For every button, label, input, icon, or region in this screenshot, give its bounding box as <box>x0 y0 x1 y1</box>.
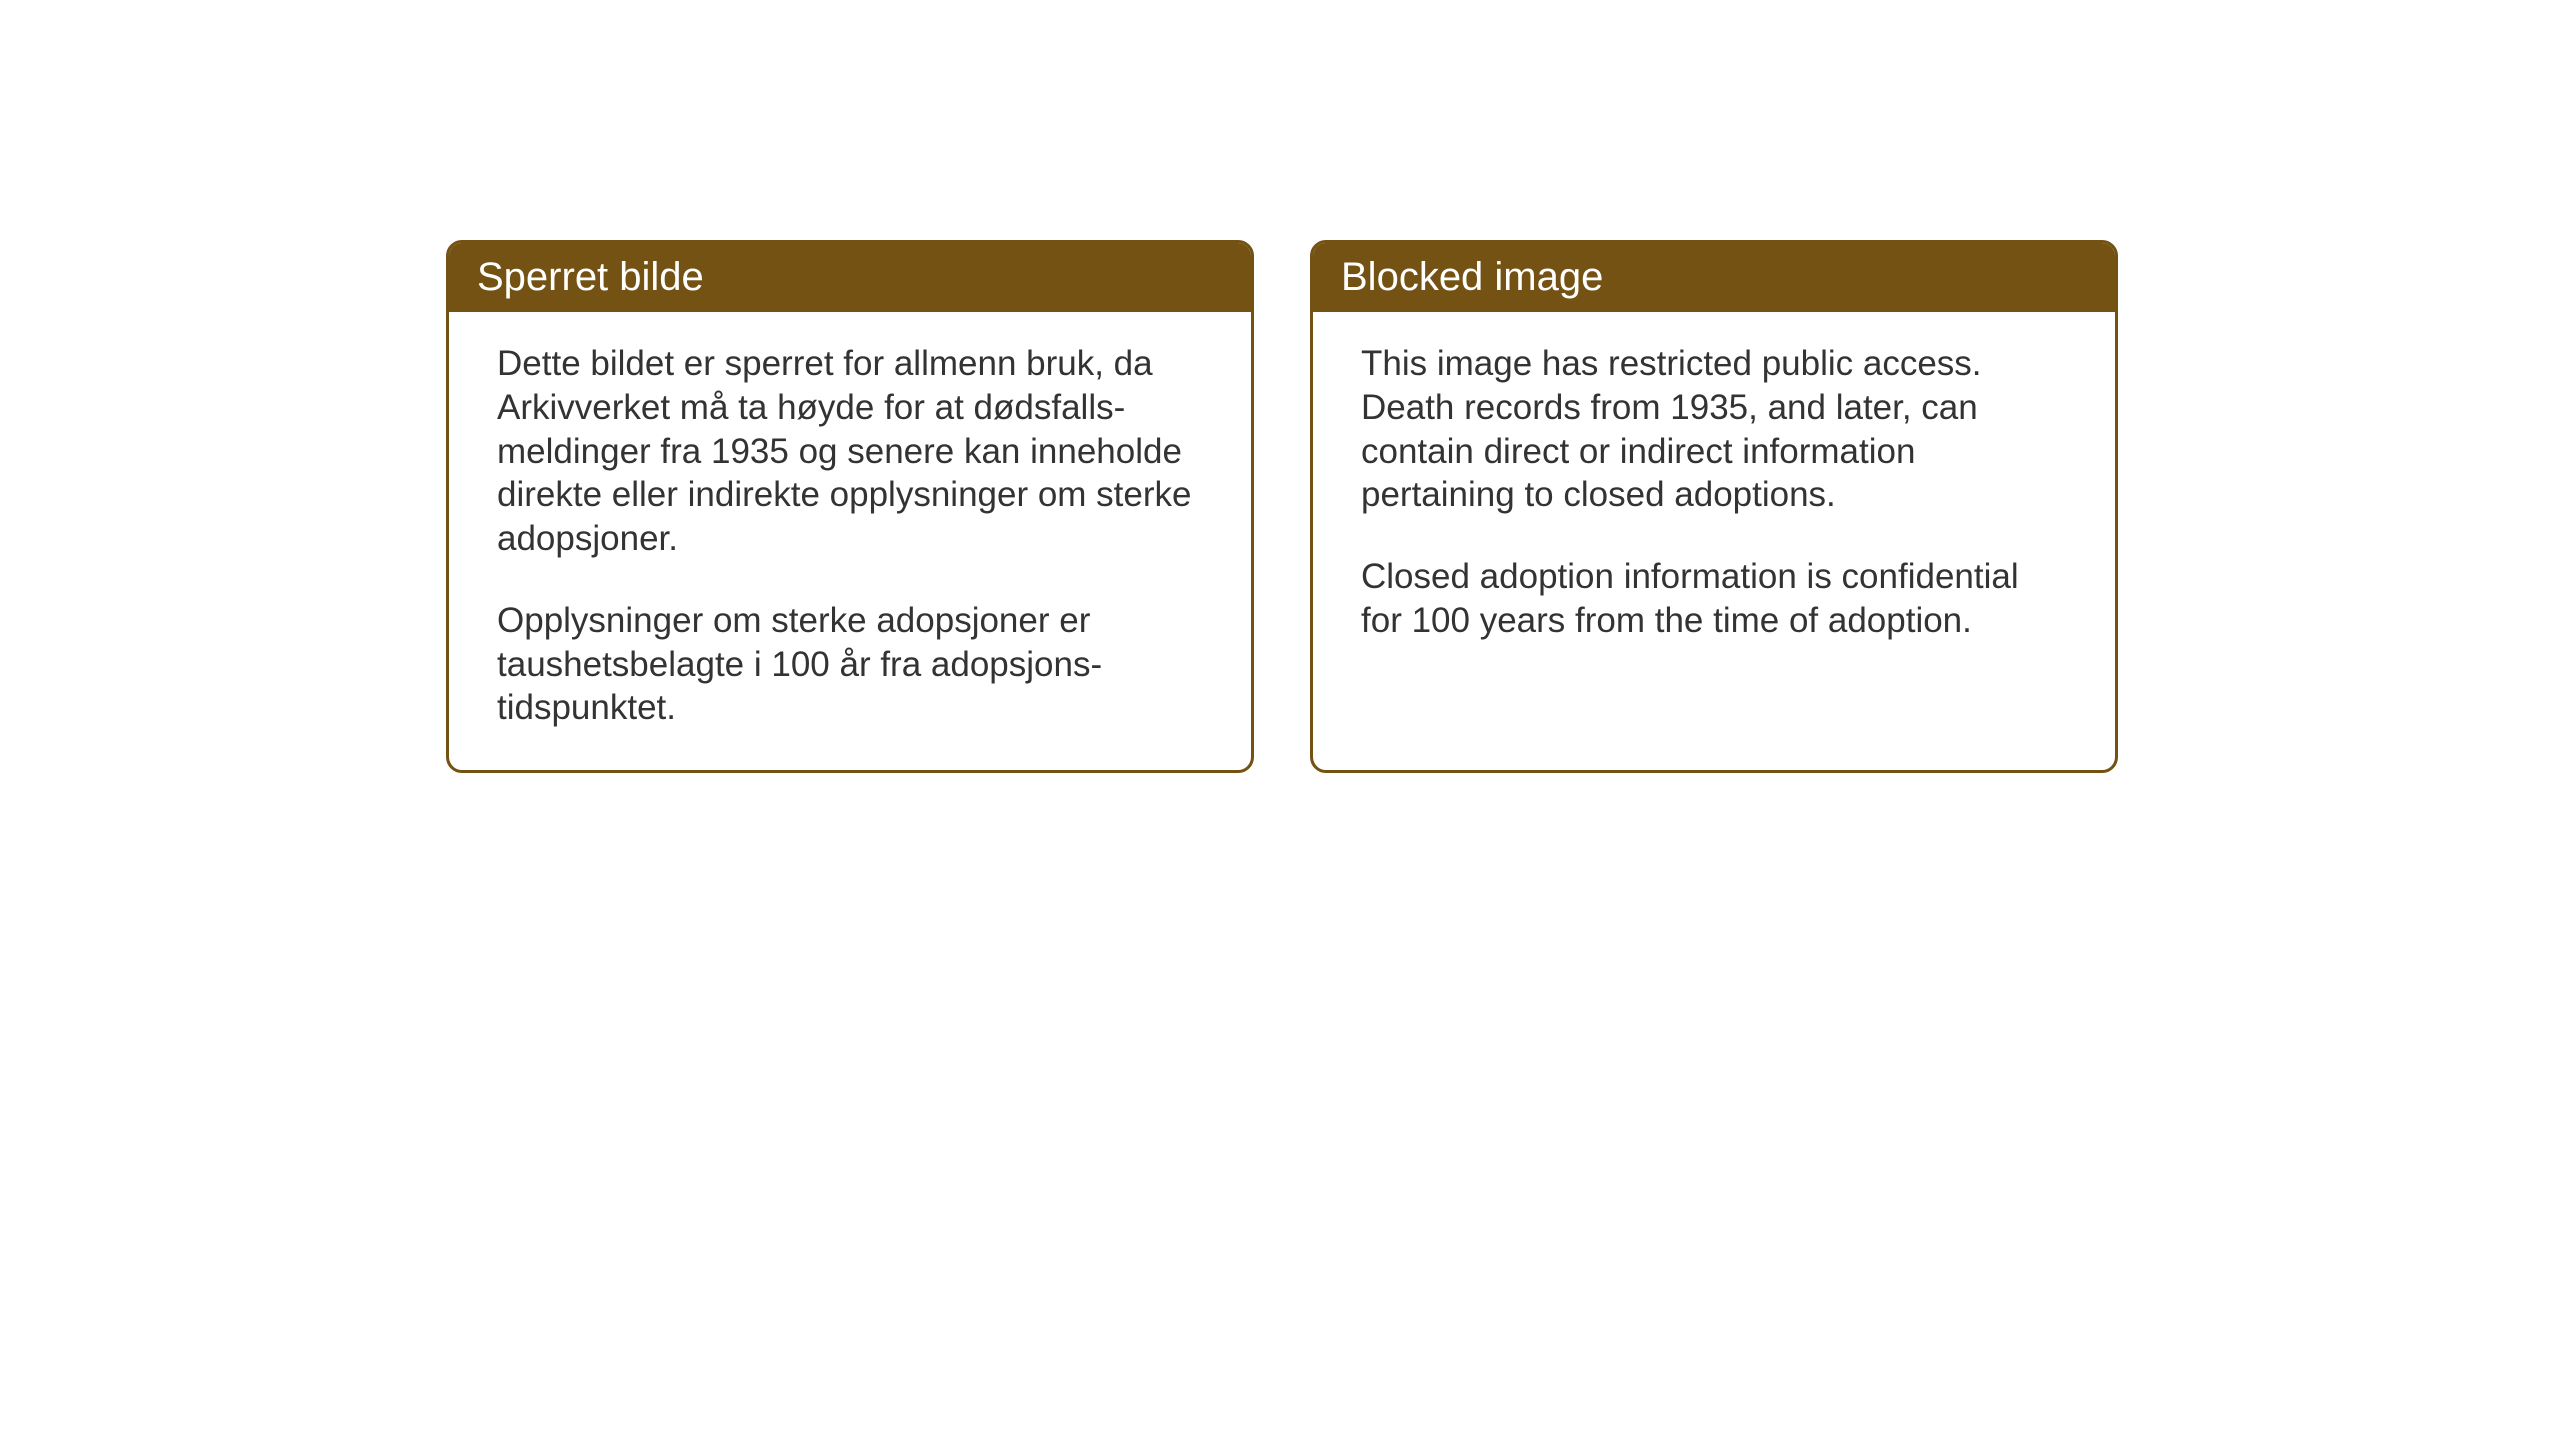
notice-paragraph-1-english: This image has restricted public access.… <box>1361 342 2067 517</box>
notice-title-english: Blocked image <box>1341 255 1603 299</box>
notice-box-norwegian: Sperret bilde Dette bildet er sperret fo… <box>446 240 1254 773</box>
notice-header-norwegian: Sperret bilde <box>449 243 1251 312</box>
notice-paragraph-1-norwegian: Dette bildet er sperret for allmenn bruk… <box>497 342 1203 561</box>
notice-body-norwegian: Dette bildet er sperret for allmenn bruk… <box>449 312 1251 770</box>
notice-paragraph-2-norwegian: Opplysninger om sterke adopsjoner er tau… <box>497 599 1203 730</box>
notice-container: Sperret bilde Dette bildet er sperret fo… <box>446 240 2118 773</box>
notice-body-english: This image has restricted public access.… <box>1313 312 2115 683</box>
notice-title-norwegian: Sperret bilde <box>477 255 704 299</box>
notice-box-english: Blocked image This image has restricted … <box>1310 240 2118 773</box>
notice-paragraph-2-english: Closed adoption information is confident… <box>1361 555 2067 643</box>
notice-header-english: Blocked image <box>1313 243 2115 312</box>
